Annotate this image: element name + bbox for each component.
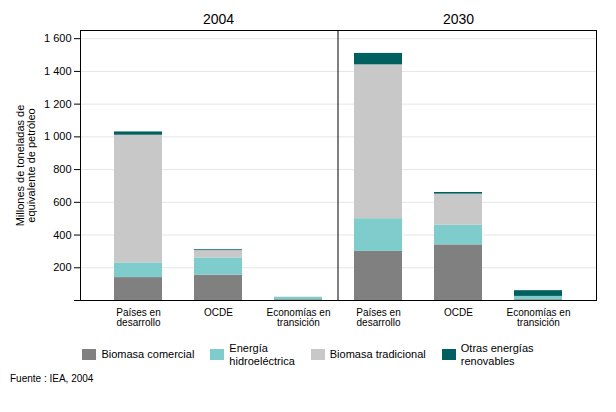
html-text:Biomasa tradicional: Biomasa tradicional [329,348,426,361]
svg-text:1 600: 1 600 [44,32,72,44]
svg-text:2004: 2004 [203,11,234,27]
svg-text:800: 800 [53,163,71,175]
svg-text:400: 400 [53,229,71,241]
svg-text:Economías entransición: Economías entransición [507,307,571,328]
svg-text:1 400: 1 400 [44,65,72,77]
svg-text:Países endesarrollo: Países endesarrollo [356,307,401,328]
svg-text:1 000: 1 000 [44,130,72,142]
svg-text:OCDE: OCDE [444,307,473,318]
svg-text:OCDE: OCDE [204,307,233,318]
svg-text:Países endesarrollo: Países endesarrollo [116,307,161,328]
html-text:Biomasa comercial: Biomasa comercial [101,348,195,361]
html-text:Otras energías renovables: Otras energías renovables [460,342,534,367]
svg-text:200: 200 [53,261,71,273]
svg-text:Economías entransición: Economías entransición [267,307,331,328]
svg-text:2030: 2030 [443,11,474,27]
svg-text:Millones de toneladas deequiva: Millones de toneladas deequivalente de p… [14,105,37,227]
html-text:Energía hidroeléctrica: Energía hidroeléctrica [229,342,295,367]
html-text:Fuente : IEA, 2004: Fuente : IEA, 2004 [10,373,94,385]
svg-text:600: 600 [53,196,71,208]
svg-text:1 200: 1 200 [44,98,72,110]
